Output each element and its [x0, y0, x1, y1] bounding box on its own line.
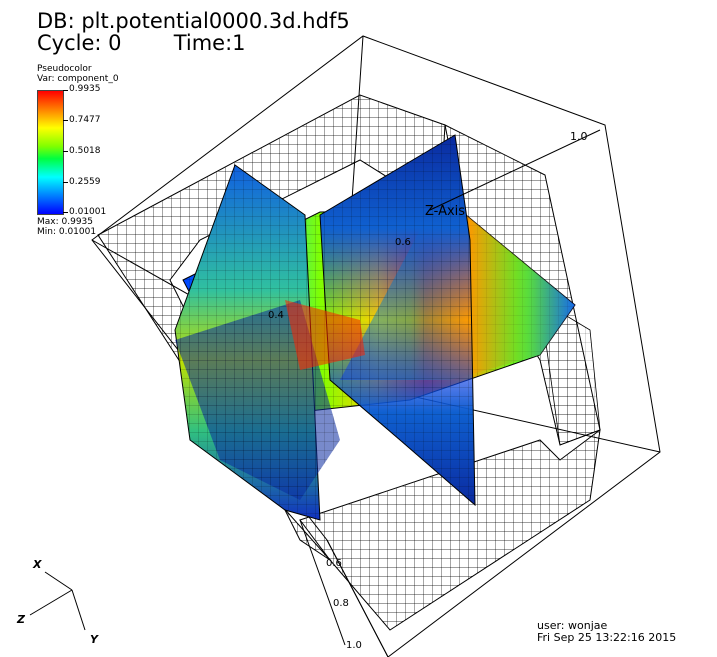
legend-tick — [63, 151, 68, 152]
bottom-tick-2: 1.0 — [346, 640, 362, 651]
z-axis-tick-mid: 0.6 — [395, 237, 411, 248]
timestamp-label: Fri Sep 25 13:22:16 2015 — [537, 631, 677, 644]
legend-min: Min: 0.01001 — [37, 227, 97, 237]
cycle-time-row: Cycle: 0 Time:1 — [37, 32, 350, 54]
axis-labels: 1.0 Z-Axis 0.6 0.4 0.6 0.8 1.0 — [268, 129, 601, 651]
legend-tick-label: 0.01001 — [69, 207, 107, 217]
triad-y-label: Y — [90, 633, 98, 646]
legend-tick-label: 0.9935 — [69, 84, 101, 94]
triad-z-label: Z — [17, 613, 25, 626]
triad-x-label: X — [33, 558, 42, 571]
legend-tick-label: 0.5018 — [69, 146, 101, 156]
legend-tick-label: 0.7477 — [69, 115, 101, 125]
time-label: Time:1 — [173, 31, 246, 55]
legend-tick — [63, 212, 68, 213]
color-legend-bar — [37, 90, 64, 215]
database-title: DB: plt.potential0000.3d.hdf5 — [37, 9, 350, 33]
legend-tick — [63, 90, 68, 91]
legend-tick — [63, 120, 68, 121]
cycle-label: Cycle: 0 — [37, 31, 122, 55]
orientation-triad — [29, 571, 86, 631]
legend-tick — [63, 182, 68, 183]
plot-header: DB: plt.potential0000.3d.hdf5 Cycle: 0 T… — [37, 10, 350, 54]
user-label: user: wonjae — [537, 619, 608, 632]
legend-tick-label: 0.2559 — [69, 177, 101, 187]
z-axis-title: Z-Axis — [425, 204, 465, 219]
legend-plot-type: Pseudocolor — [37, 64, 92, 74]
bottom-tick-0: 0.6 — [326, 558, 342, 569]
pseudocolor-slices — [174, 134, 576, 521]
x-axis-tick: 0.4 — [268, 310, 284, 321]
bottom-tick-1: 0.8 — [333, 598, 349, 609]
z-axis-tick-top: 1.0 — [570, 130, 588, 143]
legend-max: Max: 0.9935 — [37, 217, 93, 227]
footer-info: user: wonjae Fri Sep 25 13:22:16 2015 — [537, 620, 676, 644]
legend-variable: Var: component_0 — [37, 74, 119, 84]
